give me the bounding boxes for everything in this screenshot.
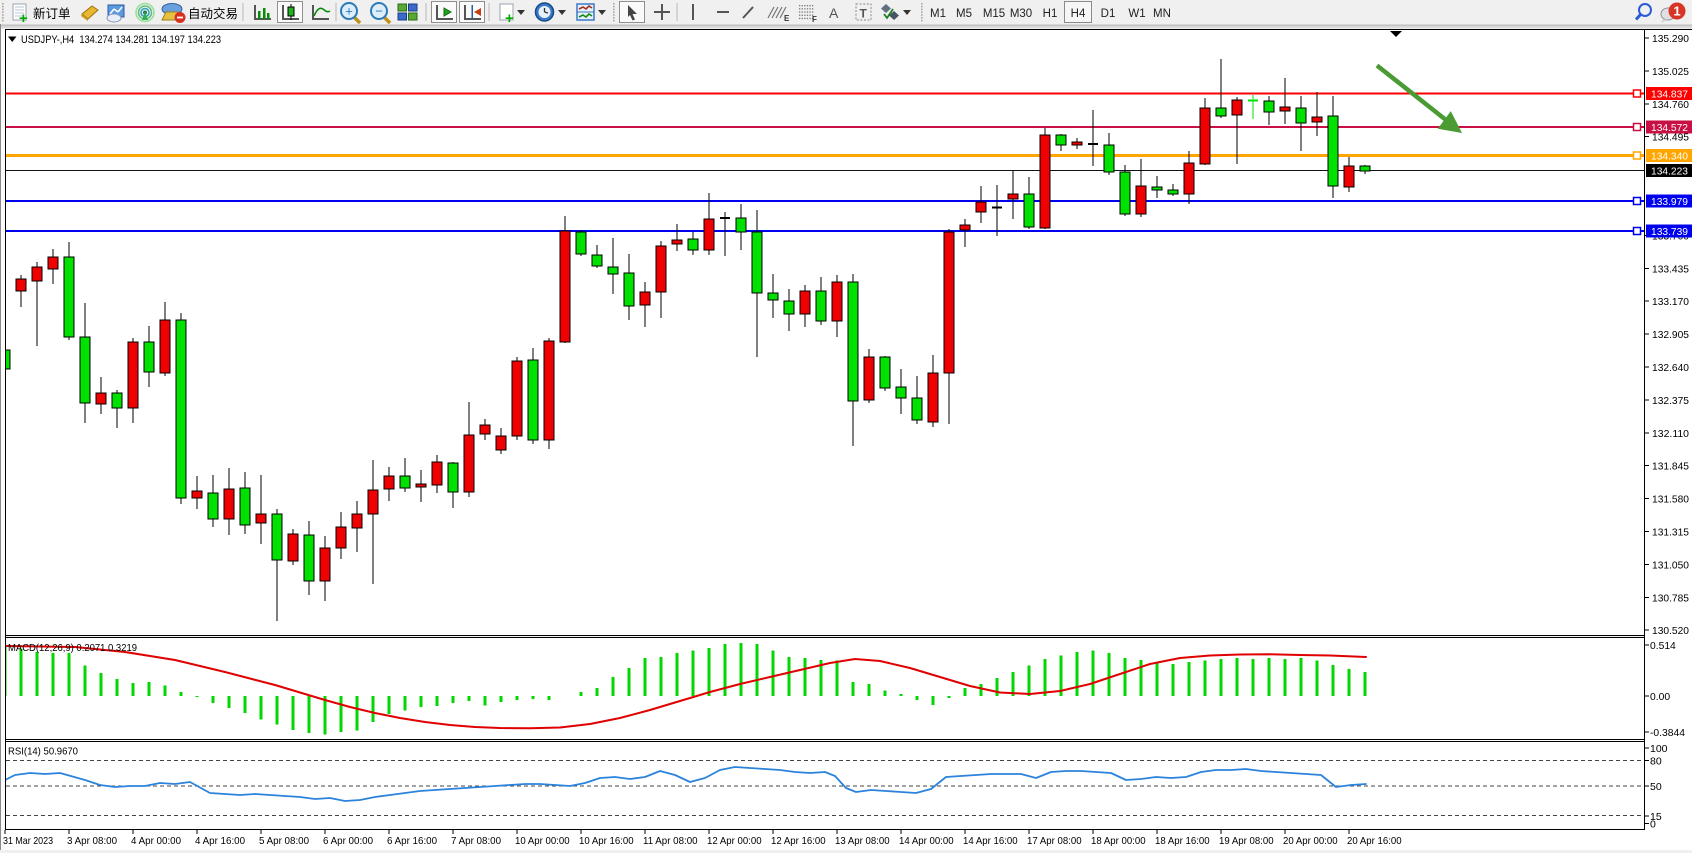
svg-text:132.905: 132.905	[1652, 329, 1689, 341]
svg-text:D1: D1	[1101, 8, 1116, 20]
svg-text:新订单: 新订单	[33, 6, 71, 21]
svg-text:131.580: 131.580	[1652, 494, 1689, 506]
svg-text:135.025: 135.025	[1652, 66, 1689, 78]
svg-text:132.110: 132.110	[1652, 428, 1689, 440]
svg-text:134.340: 134.340	[1651, 151, 1688, 163]
svg-text:18 Apr 16:00: 18 Apr 16:00	[1155, 835, 1210, 847]
svg-text:E: E	[784, 14, 790, 23]
svg-text:W1: W1	[1128, 8, 1145, 20]
svg-text:T: T	[860, 7, 868, 21]
svg-text:M1: M1	[930, 8, 946, 20]
svg-text:+: +	[345, 4, 353, 19]
svg-text:14 Apr 00:00: 14 Apr 00:00	[899, 835, 954, 847]
svg-text:4 Apr 00:00: 4 Apr 00:00	[131, 835, 181, 847]
svg-text:6 Apr 16:00: 6 Apr 16:00	[387, 835, 437, 847]
svg-text:131.050: 131.050	[1652, 559, 1689, 571]
svg-text:12 Apr 00:00: 12 Apr 00:00	[707, 835, 762, 847]
svg-text:RSI(14) 50.9670: RSI(14) 50.9670	[8, 746, 78, 758]
svg-text:M15: M15	[983, 8, 1005, 20]
svg-text:0.514: 0.514	[1650, 641, 1676, 652]
svg-text:100: 100	[1650, 743, 1668, 755]
svg-text:H1: H1	[1043, 8, 1058, 20]
svg-text:12 Apr 16:00: 12 Apr 16:00	[771, 835, 826, 847]
svg-text:10 Apr 00:00: 10 Apr 00:00	[515, 835, 570, 847]
svg-text:133.170: 133.170	[1652, 296, 1689, 308]
svg-text:134.223: 134.223	[1651, 166, 1688, 178]
svg-text:MN: MN	[1153, 8, 1171, 20]
svg-text:F: F	[812, 15, 817, 24]
svg-text:18 Apr 00:00: 18 Apr 00:00	[1091, 835, 1146, 847]
svg-text:20 Apr 00:00: 20 Apr 00:00	[1283, 835, 1338, 847]
svg-text:0: 0	[1650, 819, 1656, 831]
svg-text:-0.3844: -0.3844	[1650, 728, 1685, 739]
svg-text:133.435: 133.435	[1652, 263, 1689, 275]
svg-text:5 Apr 08:00: 5 Apr 08:00	[259, 835, 309, 847]
svg-text:132.640: 132.640	[1652, 362, 1689, 374]
svg-text:131.845: 131.845	[1652, 461, 1689, 473]
svg-text:20 Apr 16:00: 20 Apr 16:00	[1347, 835, 1402, 847]
svg-text:133.739: 133.739	[1651, 226, 1688, 238]
svg-text:134.760: 134.760	[1652, 99, 1689, 111]
svg-text:4 Apr 16:00: 4 Apr 16:00	[195, 835, 245, 847]
svg-text:M5: M5	[956, 8, 972, 20]
svg-text:13 Apr 08:00: 13 Apr 08:00	[835, 835, 890, 847]
svg-text:131.315: 131.315	[1652, 527, 1689, 539]
svg-text:19 Apr 08:00: 19 Apr 08:00	[1219, 835, 1274, 847]
svg-text:−: −	[375, 4, 383, 19]
svg-text:MACD(12,26,9) 0.2071 0.3219: MACD(12,26,9) 0.2071 0.3219	[8, 642, 137, 654]
svg-text:130.520: 130.520	[1652, 625, 1689, 637]
svg-text:132.375: 132.375	[1652, 395, 1689, 407]
svg-text:17 Apr 08:00: 17 Apr 08:00	[1027, 835, 1082, 847]
svg-text:135.290: 135.290	[1652, 33, 1689, 45]
svg-text:M30: M30	[1010, 8, 1032, 20]
svg-text:134.572: 134.572	[1651, 122, 1688, 134]
svg-text:+: +	[19, 10, 28, 27]
svg-text:A: A	[829, 5, 839, 21]
svg-text:6 Apr 00:00: 6 Apr 00:00	[323, 835, 373, 847]
svg-text:130.785: 130.785	[1652, 592, 1689, 604]
svg-text:3 Apr 08:00: 3 Apr 08:00	[67, 835, 117, 847]
svg-text:14 Apr 16:00: 14 Apr 16:00	[963, 835, 1018, 847]
svg-text:USDJPY-,H4 134.274 134.281 13: USDJPY-,H4 134.274 134.281 134.197 134.2…	[21, 34, 221, 46]
svg-text:15: 15	[1650, 811, 1662, 823]
svg-text:134.837: 134.837	[1651, 89, 1688, 101]
svg-text:7 Apr 08:00: 7 Apr 08:00	[451, 835, 501, 847]
svg-text:H4: H4	[1071, 8, 1086, 20]
svg-text:+: +	[505, 10, 514, 27]
svg-text:0.00: 0.00	[1650, 692, 1670, 703]
svg-text:31 Mar 2023: 31 Mar 2023	[3, 835, 53, 847]
svg-text:自动交易: 自动交易	[188, 6, 238, 21]
svg-text:1: 1	[1673, 4, 1680, 19]
svg-text:10 Apr 16:00: 10 Apr 16:00	[579, 835, 634, 847]
svg-text:11 Apr 08:00: 11 Apr 08:00	[643, 835, 698, 847]
svg-text:133.979: 133.979	[1651, 196, 1688, 208]
svg-text:134.495: 134.495	[1652, 132, 1689, 144]
svg-text:80: 80	[1650, 756, 1662, 768]
svg-text:50: 50	[1650, 781, 1662, 793]
